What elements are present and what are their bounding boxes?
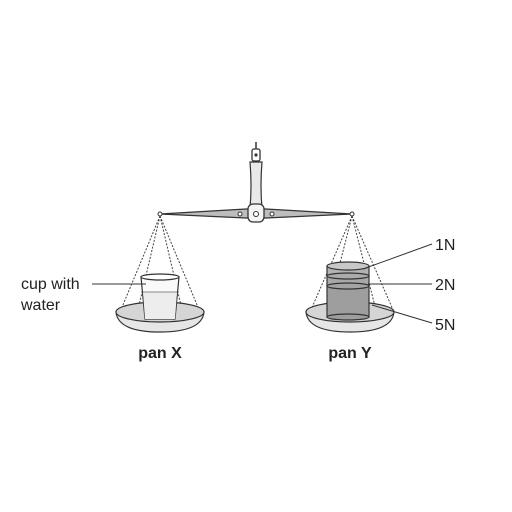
pan-y-label: pan Y bbox=[328, 345, 372, 362]
weights-stack bbox=[326, 261, 370, 321]
weight-label-5n: 5N bbox=[435, 317, 455, 334]
leader-lines bbox=[92, 243, 433, 324]
hanger-hook bbox=[249, 142, 263, 209]
cup-with-water bbox=[140, 273, 180, 320]
balance-beam bbox=[157, 203, 355, 223]
pan-x-label: pan X bbox=[138, 345, 182, 362]
weight-label-2n: 2N bbox=[435, 277, 455, 294]
leader-1n bbox=[362, 243, 433, 270]
cup-label-line1: cup with bbox=[21, 276, 80, 293]
weight-label-1n: 1N bbox=[435, 237, 455, 254]
leader-5n bbox=[371, 304, 433, 324]
weight-1n bbox=[326, 261, 370, 280]
cup-label-line2: water bbox=[20, 297, 61, 314]
weight-2n bbox=[326, 275, 370, 290]
weight-5n bbox=[326, 285, 370, 321]
